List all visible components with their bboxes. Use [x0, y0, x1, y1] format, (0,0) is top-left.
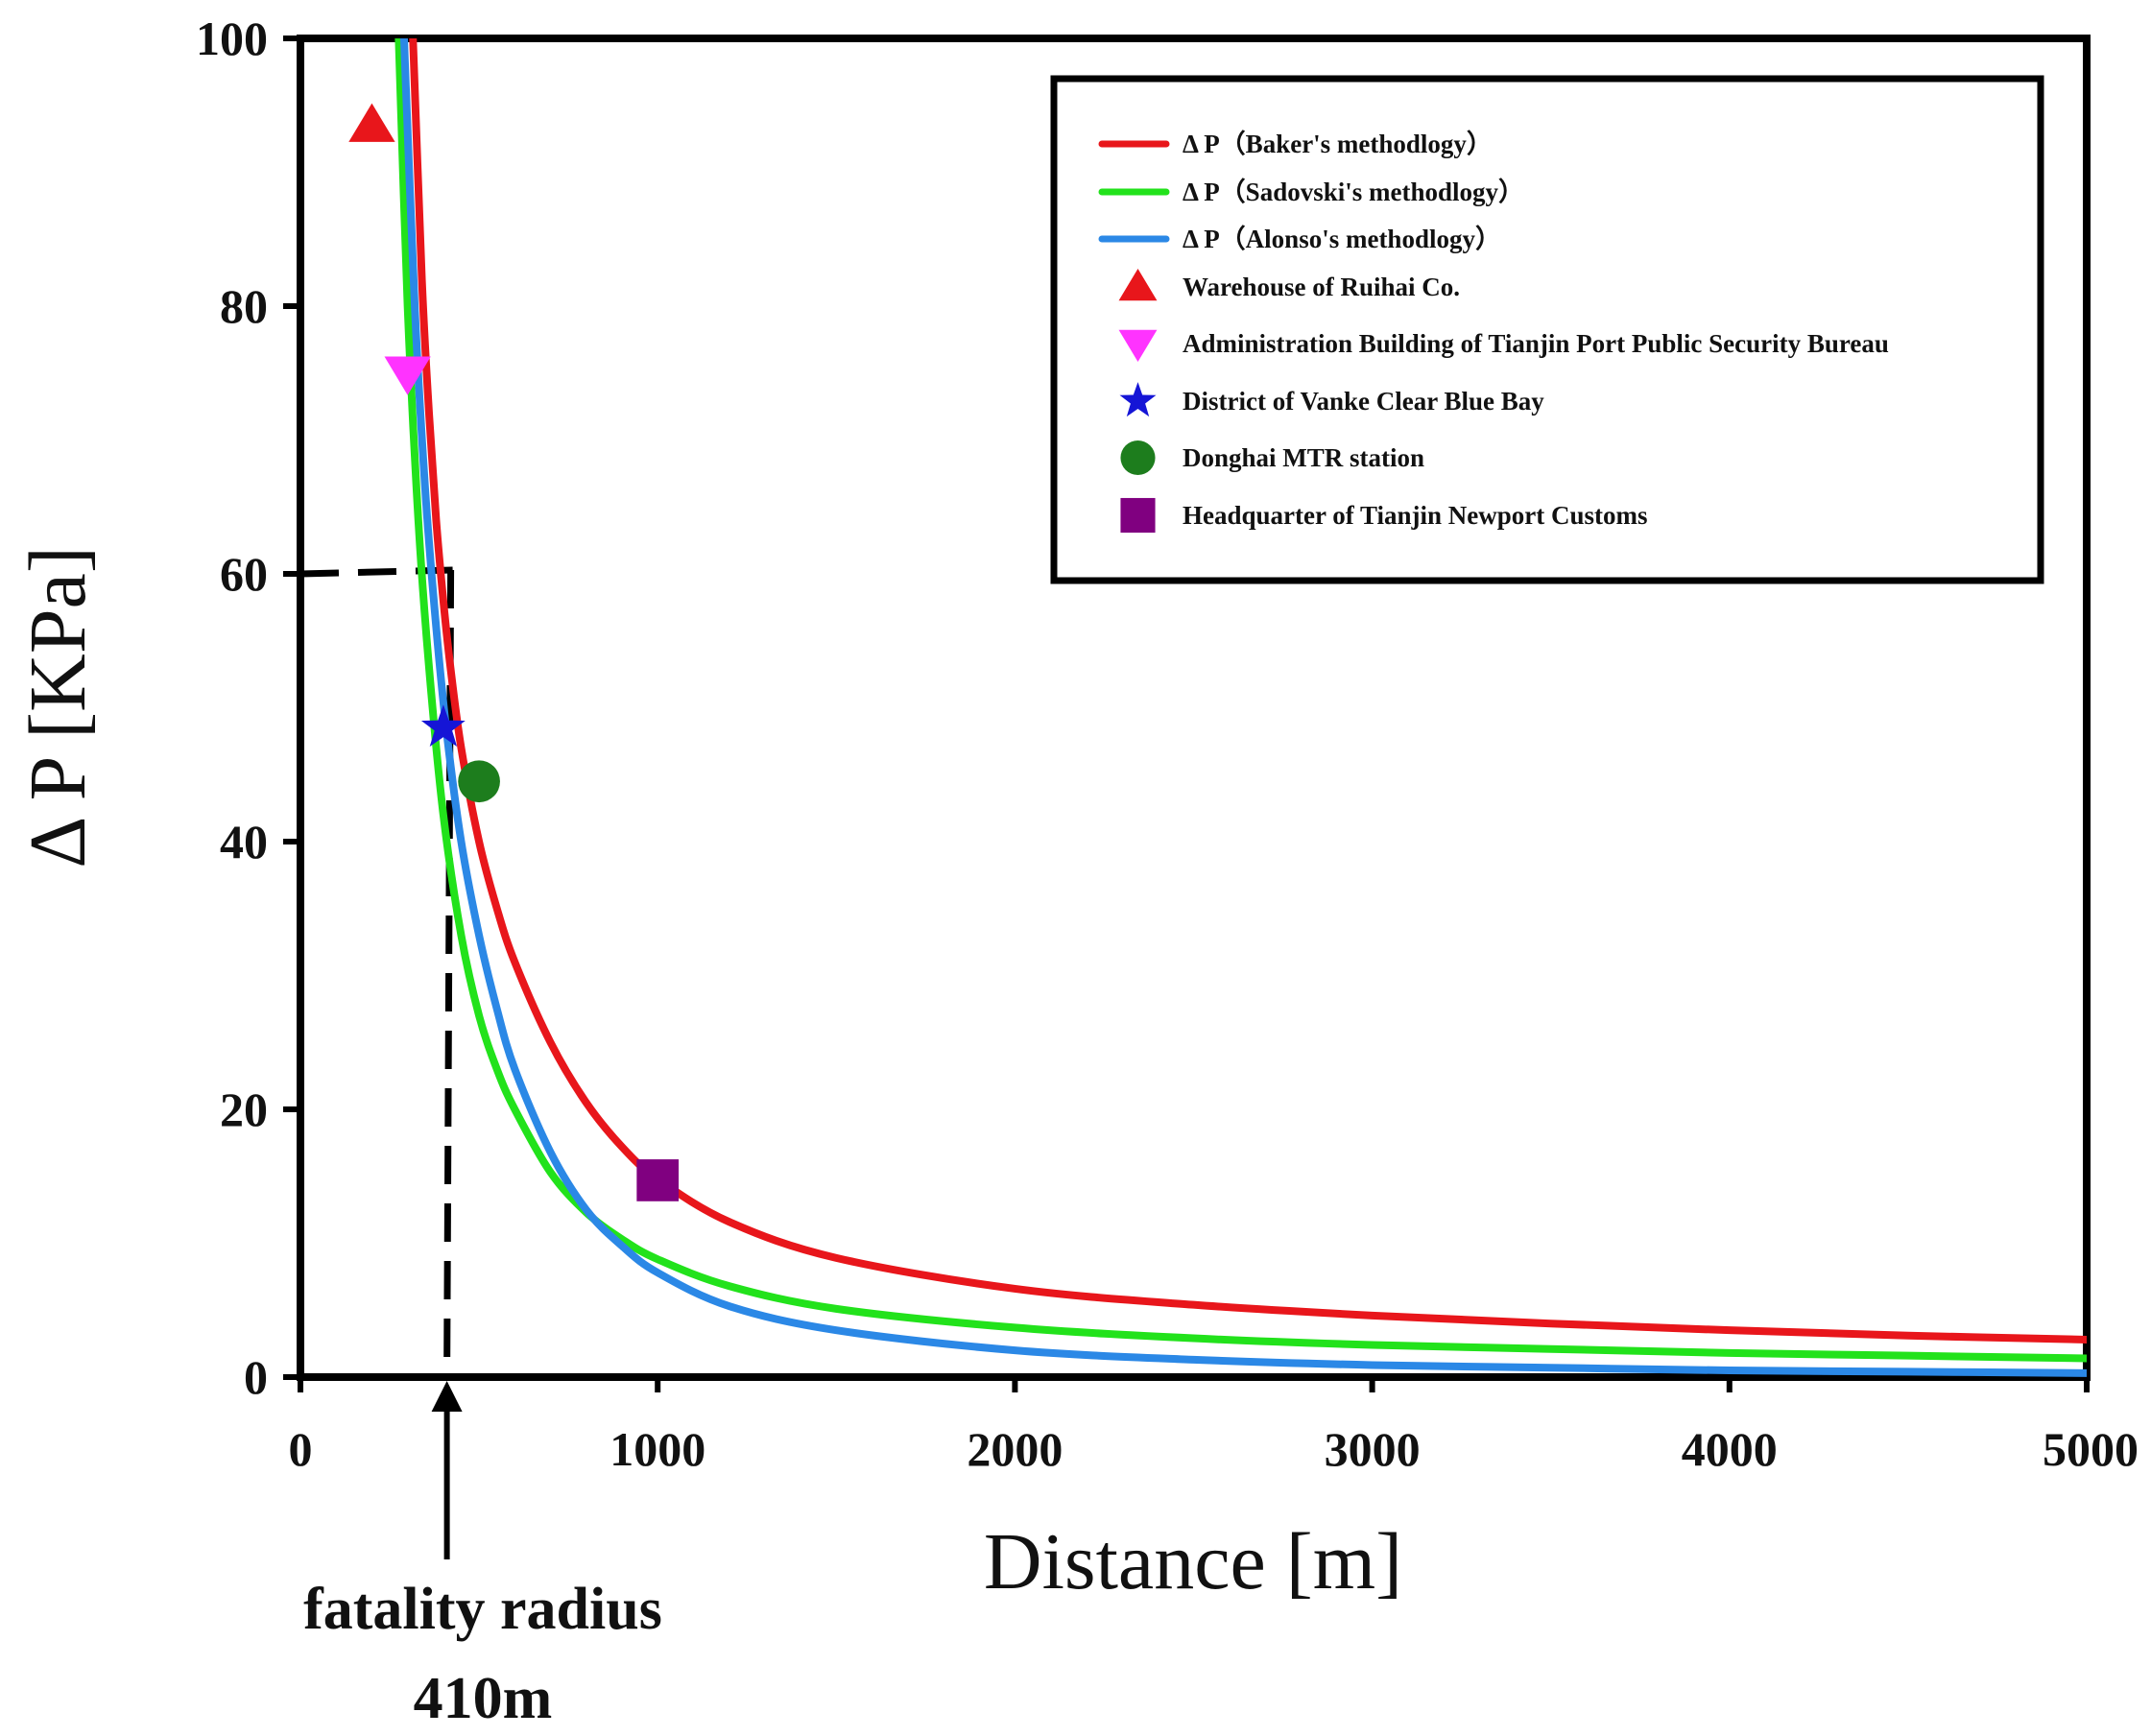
- y-axis: 0 20 40 60 80 100: [196, 12, 300, 1404]
- legend-label: Donghai MTR station: [1183, 443, 1424, 472]
- fatality-radius-label: fatality radius: [303, 1577, 662, 1642]
- legend-label: Δ P（Sadovski's methodlogy）: [1183, 178, 1524, 206]
- x-tick-label: 5000: [2043, 1422, 2139, 1476]
- y-tick-label: 40: [220, 815, 268, 868]
- legend-label: Warehouse of Ruihai Co.: [1183, 273, 1460, 301]
- series-group: [394, 38, 2087, 1377]
- data-marker-square: [636, 1159, 680, 1201]
- data-marker-star: [420, 704, 466, 747]
- legend-marker-circle: [1120, 440, 1156, 476]
- legend: Δ P（Baker's methodlogy） Δ P（Sadovski's me…: [1050, 75, 2044, 584]
- series-line-1: [409, 38, 2087, 1344]
- legend-frame: [1050, 75, 2044, 584]
- x-tick-label: 1000: [609, 1422, 705, 1476]
- x-axis: 0 1000 2000 3000 4000 5000: [289, 1377, 2139, 1476]
- x-tick-label: 0: [289, 1422, 313, 1476]
- x-axis-title: Distance [m]: [984, 1517, 1402, 1606]
- fatality-annotation: [299, 566, 463, 1559]
- legend-marker-triangle-up: [1118, 269, 1158, 301]
- x-tick-label: 4000: [1682, 1422, 1778, 1476]
- legend-label: Administration Building of Tianjin Port …: [1183, 329, 1889, 358]
- data-marker-triangle-down: [384, 356, 431, 395]
- fatality-dashed-line: [443, 569, 455, 1378]
- data-marker-circle: [458, 760, 500, 803]
- data-marker-triangle-up: [348, 103, 395, 142]
- y-tick-label: 20: [220, 1082, 268, 1136]
- legend-label: Headquarter of Tianjin Newport Customs: [1183, 501, 1648, 530]
- y-tick-label: 60: [220, 547, 268, 601]
- threshold-dashed-line: [299, 566, 453, 578]
- y-axis-title: Δ P [KPa]: [13, 546, 103, 868]
- plot-frame: [297, 35, 2091, 1381]
- y-tick-label: 80: [220, 279, 268, 333]
- legend-label: Δ P（Alonso's methodlogy）: [1183, 225, 1501, 253]
- legend-marker-triangle-down: [1118, 329, 1158, 362]
- marker-group: [348, 103, 680, 1201]
- x-tick-label: 2000: [967, 1422, 1063, 1476]
- x-tick-label: 3000: [1325, 1422, 1421, 1476]
- legend-label: Δ P（Baker's methodlogy）: [1183, 130, 1493, 158]
- y-tick-label: 100: [196, 12, 268, 65]
- fatality-radius-value: 410m: [414, 1666, 553, 1731]
- legend-marker-star: [1119, 382, 1157, 417]
- legend-label: District of Vanke Clear Blue Bay: [1183, 387, 1544, 416]
- fatality-arrow-head: [431, 1381, 463, 1412]
- series-line-3: [399, 38, 2087, 1377]
- legend-marker-square: [1120, 497, 1156, 534]
- y-tick-label: 0: [244, 1350, 268, 1404]
